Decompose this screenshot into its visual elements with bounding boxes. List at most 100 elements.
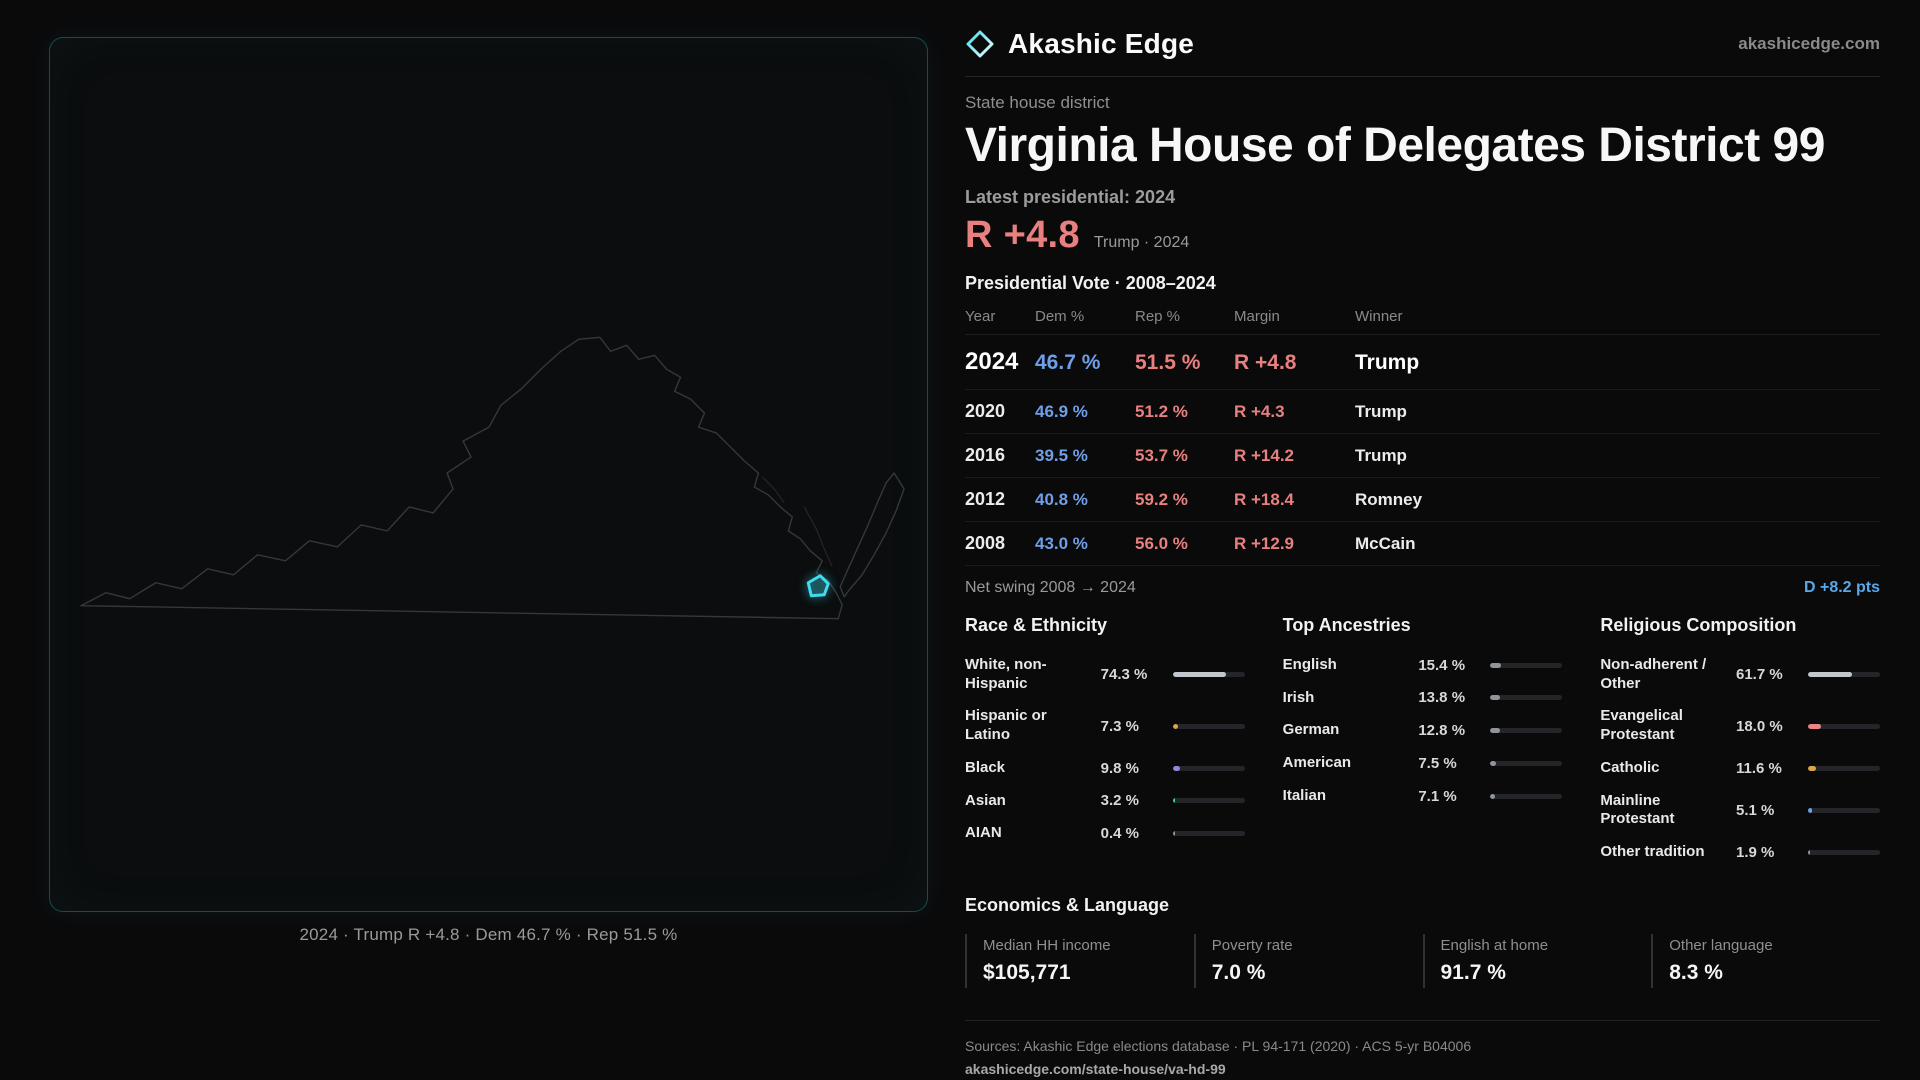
virginia-map: [80, 336, 905, 620]
economics-title: Economics & Language: [965, 894, 1170, 915]
demographic-row: American 7.5 %: [1283, 747, 1563, 780]
demographic-bar: [1172, 723, 1245, 729]
vote-year: 2012: [965, 488, 1006, 509]
demographic-bar-fill: [1807, 807, 1812, 813]
vote-table-body: 2024 46.7 % 51.5 % R +4.8 Trump 2020 46.9 % 51.…: [965, 335, 1880, 566]
site-link[interactable]: akashicedge.com: [1738, 34, 1880, 53]
district-profile-panel: Akashic Edge akashicedge.com State house…: [965, 28, 1880, 1079]
demographic-value: 12.8 %: [1418, 722, 1466, 740]
demographic-bar-fill: [1172, 798, 1175, 804]
demographic-label: German: [1282, 721, 1340, 739]
demographic-bar: [1172, 798, 1245, 804]
vote-table-title: Presidential Vote · 2008–2024: [965, 272, 1216, 293]
demographic-bar: [1807, 849, 1880, 855]
demographic-row: Asian 3.2 %: [965, 785, 1245, 818]
vote-rep-pct: 56.0 %: [1135, 533, 1188, 553]
demographic-bar: [1172, 831, 1245, 837]
col-year: Year: [965, 307, 996, 325]
demographic-row: Non-adherent / Other 61.7 %: [1600, 649, 1880, 701]
vote-rep-pct: 51.5 %: [1135, 350, 1201, 374]
vote-rep-pct: 51.2 %: [1135, 401, 1188, 421]
demographic-section-title: Religious Composition: [1600, 614, 1797, 635]
economics-stat: English at home 91.7 %: [1422, 933, 1652, 988]
demographic-row: Hispanic or Latino 7.3 %: [965, 700, 1245, 752]
net-swing-label: Net swing 2008 → 2024: [965, 578, 1136, 596]
demographic-value: 3.2 %: [1100, 792, 1140, 810]
vote-table: Year Dem % Rep % Margin Winner 2024 46.7 …: [965, 308, 1880, 566]
demographic-label: White, non-Hispanic: [965, 655, 1047, 692]
vote-margin: R +4.8: [1234, 350, 1297, 374]
demographic-bar: [1490, 662, 1563, 668]
demographic-bar-fill: [1490, 662, 1502, 668]
demographic-value: 5.1 %: [1735, 801, 1775, 819]
demographic-value: 1.9 %: [1735, 843, 1775, 861]
demographic-label: Non-adherent / Other: [1600, 655, 1707, 692]
demographic-value: 7.5 %: [1418, 754, 1457, 772]
district-type-label: State house district: [965, 93, 1110, 112]
river-inlet-line: [761, 476, 785, 504]
demographic-value: 0.4 %: [1100, 825, 1140, 843]
demographic-value: 7.3 %: [1100, 717, 1140, 735]
stat-label: Other language: [1669, 936, 1773, 954]
vote-margin: R +4.3: [1234, 401, 1285, 421]
demographic-column: Religious Composition Non-adherent / Othe…: [1600, 615, 1880, 869]
headline-result: R +4.8 Trump · 2024: [965, 214, 1880, 257]
vote-year: 2016: [965, 444, 1006, 465]
demographic-value: 7.1 %: [1418, 787, 1457, 805]
demographic-row: Catholic 11.6 %: [1600, 752, 1880, 785]
demographic-label: Italian: [1282, 786, 1327, 804]
economics-stats: Median HH income $105,771 Poverty rate 7.0 …: [965, 933, 1880, 988]
vote-dem-pct: 46.7 %: [1035, 350, 1101, 374]
demographic-row: Irish 13.8 %: [1283, 682, 1563, 715]
sources-line: Sources: Akashic Edge elections database…: [965, 1037, 1472, 1054]
demographic-section-title: Top Ancestries: [1282, 614, 1411, 635]
demographic-row: Evangelical Protestant 18.0 %: [1600, 700, 1880, 752]
col-margin: Margin: [1234, 307, 1280, 325]
demographic-bar-fill: [1490, 728, 1500, 734]
demographic-bar: [1490, 728, 1563, 734]
demographic-bar: [1172, 672, 1245, 677]
district-highlight[interactable]: [806, 574, 830, 598]
stat-value: 91.7 %: [1440, 960, 1506, 984]
vote-year: 2020: [965, 400, 1006, 421]
permalink[interactable]: akashicedge.com/state-house/va-hd-99: [965, 1060, 1226, 1077]
col-winner: Winner: [1355, 307, 1403, 325]
demographic-bar-fill: [1807, 723, 1821, 729]
demographic-bar-fill: [1172, 831, 1175, 837]
footer: Sources: Akashic Edge elections database…: [965, 1019, 1880, 1079]
net-swing-row: Net swing 2008 → 2024 D +8.2 pts: [965, 579, 1880, 597]
map-caption: 2024 · Trump R +4.8 · Dem 46.7 % · Rep 5…: [299, 925, 678, 944]
economics-stat: Median HH income $105,771: [965, 933, 1194, 988]
demographic-label: Asian: [965, 791, 1006, 809]
demographic-value: 74.3 %: [1100, 666, 1148, 683]
vote-table-header: Year Dem % Rep % Margin Winner: [965, 308, 1880, 335]
demographic-row: AIAN 0.4 %: [965, 817, 1245, 850]
headline-context: Trump · 2024: [1093, 233, 1190, 251]
vote-margin: R +14.2: [1234, 445, 1295, 465]
demographic-row: Mainline Protestant 5.1 %: [1600, 785, 1880, 837]
demographic-label: American: [1282, 754, 1352, 771]
demographic-label: Irish: [1282, 688, 1315, 706]
district-title: Virginia House of Delegates District 99: [965, 119, 1825, 172]
demographics-section: Race & Ethnicity White, non-Hispanic 74.3 …: [965, 615, 1880, 869]
vote-rep-pct: 59.2 %: [1135, 489, 1188, 509]
headline-margin: R +4.8: [965, 213, 1080, 256]
demographic-bar: [1807, 723, 1880, 729]
demographic-row: Other tradition 1.9 %: [1600, 836, 1880, 869]
demographic-value: 18.0 %: [1735, 717, 1783, 735]
demographic-section-title: Race & Ethnicity: [965, 614, 1108, 635]
vote-winner: Romney: [1355, 489, 1423, 509]
stat-value: $105,771: [983, 960, 1071, 984]
demographic-row: Black 9.8 %: [965, 752, 1245, 785]
vote-dem-pct: 39.5 %: [1035, 445, 1088, 465]
demographic-bar-fill: [1807, 672, 1853, 677]
vote-margin: R +12.9: [1234, 533, 1295, 553]
vote-row-2020: 2020 46.9 % 51.2 % R +4.3 Trump: [965, 390, 1880, 434]
vote-winner: Trump: [1355, 401, 1407, 421]
stat-value: 8.3 %: [1669, 960, 1723, 984]
demographic-label: Hispanic or Latino: [965, 707, 1047, 743]
stat-label: Poverty rate: [1211, 936, 1293, 954]
vote-winner: Trump: [1355, 445, 1407, 465]
demographic-bar: [1490, 793, 1563, 799]
